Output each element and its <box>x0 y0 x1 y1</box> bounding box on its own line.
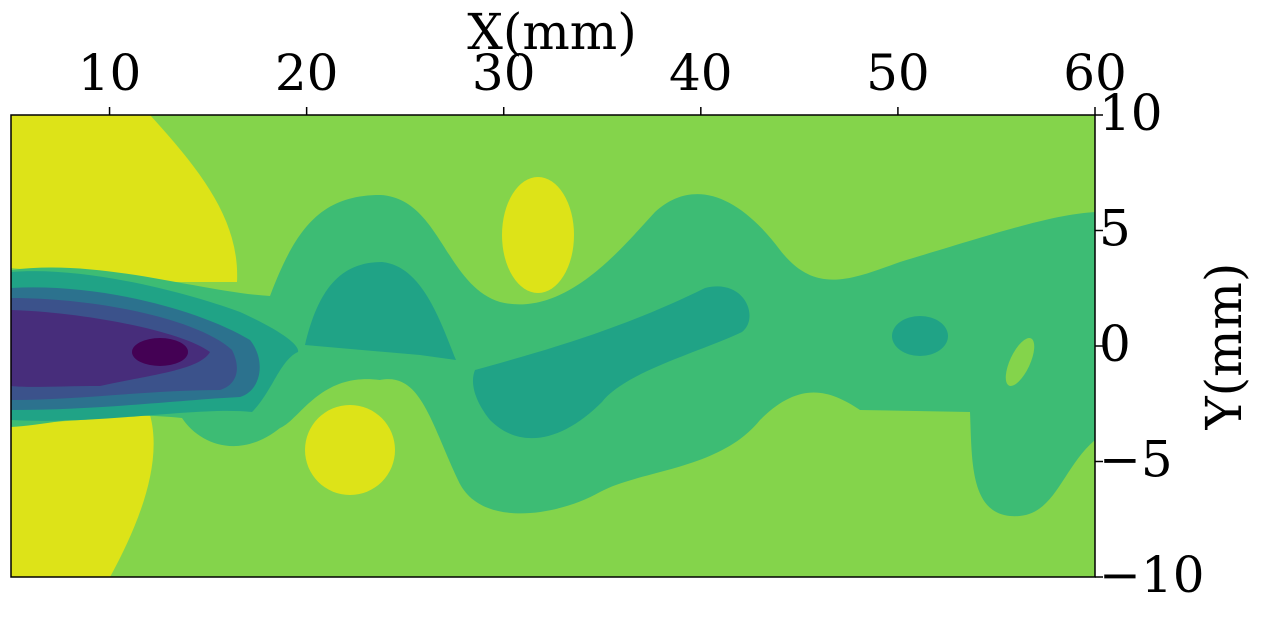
contour-region <box>132 338 188 366</box>
contour-region <box>11 310 210 387</box>
y-axis-label: Y(mm) <box>1195 263 1253 431</box>
y-tick-label: −5 <box>1099 431 1173 489</box>
x-tick-label: 40 <box>669 44 733 102</box>
x-tick-label: 10 <box>78 44 142 102</box>
contour-region <box>892 316 948 356</box>
contour-region <box>1005 338 1035 386</box>
x-tick-label: 60 <box>1063 44 1127 102</box>
x-axis-label: X(mm) <box>467 3 636 61</box>
y-tick-label: 10 <box>1099 84 1163 142</box>
x-tick-label: 20 <box>275 44 339 102</box>
contour-region <box>502 177 574 293</box>
contour-region <box>305 262 456 360</box>
x-tick-label: 50 <box>866 44 930 102</box>
contour-region <box>11 115 238 282</box>
x-tick-label: 30 <box>472 44 536 102</box>
y-tick-label: −10 <box>1099 546 1205 604</box>
y-tick-label: 0 <box>1099 315 1131 373</box>
y-tick-label: 5 <box>1099 200 1131 258</box>
contour-region <box>472 286 750 439</box>
contour-region <box>305 405 395 495</box>
contour-field <box>11 115 1095 577</box>
contour-region <box>11 415 154 577</box>
